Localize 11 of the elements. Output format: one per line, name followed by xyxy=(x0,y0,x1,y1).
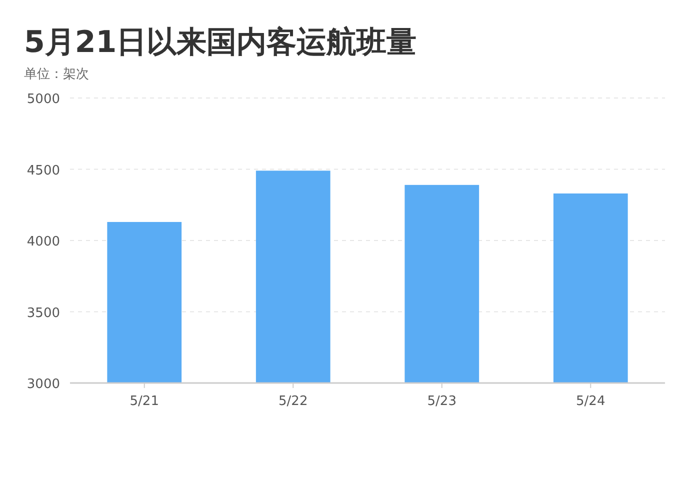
chart-title: 5月21日以来国内客运航班量 xyxy=(24,25,417,60)
x-tick-label: 5/23 xyxy=(427,394,456,409)
x-tick-label: 5/21 xyxy=(130,394,159,409)
chart-subtitle: 单位：架次 xyxy=(24,67,89,82)
y-tick-label: 5000 xyxy=(26,92,60,107)
y-tick-label: 3000 xyxy=(26,377,60,392)
y-tick-label: 4500 xyxy=(26,163,60,178)
x-tick-label: 5/24 xyxy=(576,394,606,409)
x-tick-label: 5/22 xyxy=(278,394,308,409)
y-tick-label: 3500 xyxy=(26,306,60,321)
y-tick-label: 4000 xyxy=(26,234,60,250)
